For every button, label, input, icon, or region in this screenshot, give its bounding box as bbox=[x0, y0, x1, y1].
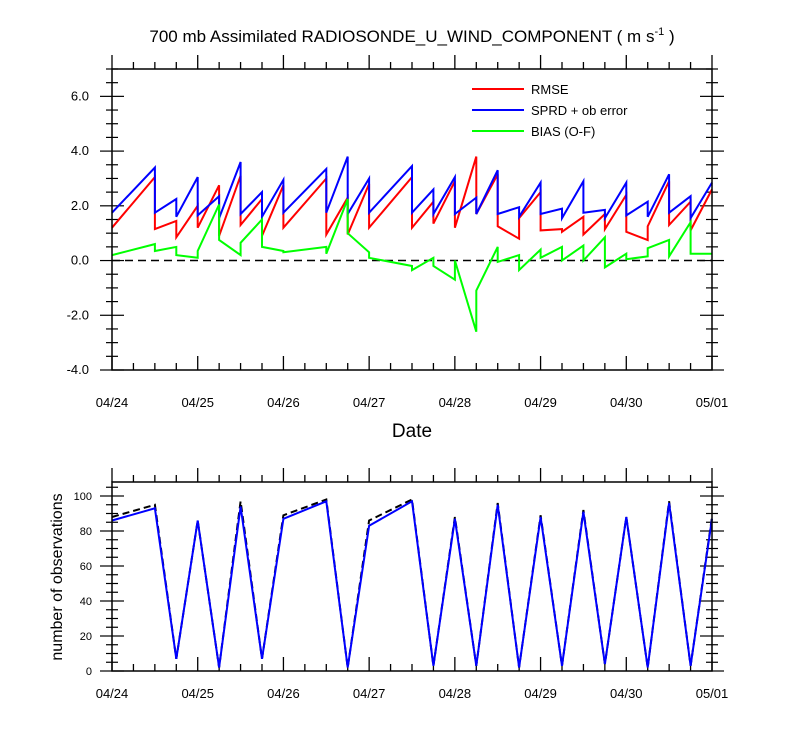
bottom-y-tick-labels: 0 20 40 60 80 100 bbox=[74, 491, 92, 678]
top-y-tick-labels: -4.0 -2.0 0.0 2.0 4.0 6.0 bbox=[67, 88, 89, 377]
legend-rmse-label: RMSE bbox=[531, 82, 569, 97]
series-possible-line bbox=[111, 497, 713, 668]
top-plot-frame bbox=[111, 68, 713, 371]
x-tick-label: 04/29 bbox=[524, 686, 557, 701]
y-tick-label: 40 bbox=[80, 596, 92, 608]
top-axis-ticks bbox=[100, 55, 724, 371]
x-tick-label: 04/27 bbox=[353, 395, 386, 410]
y-tick-label: 2.0 bbox=[71, 198, 89, 213]
x-tick-label: 04/25 bbox=[181, 395, 214, 410]
series-bias-o-f-line bbox=[111, 198, 712, 332]
series-sprd-ob-error-line bbox=[111, 156, 713, 222]
rmse-bias-panel: -4.0-2.00.02.04.06.0 04/24 04/25 04/26 04/2… bbox=[67, 55, 729, 442]
bottom-axis-ticks bbox=[100, 468, 724, 672]
x-tick-label: 05/01 bbox=[696, 686, 729, 701]
legend: RMSE SPRD + ob error BIAS (O-F) bbox=[472, 82, 628, 139]
y-tick-label: 4.0 bbox=[71, 143, 89, 158]
y-tick-label: 80 bbox=[80, 526, 92, 538]
x-tick-label: 04/26 bbox=[267, 686, 300, 701]
x-axis-label: Date bbox=[392, 421, 432, 442]
x-tick-label: 04/25 bbox=[181, 686, 214, 701]
x-tick-label: 04/27 bbox=[353, 686, 386, 701]
top-x-tick-labels: 04/24 04/25 04/26 04/27 04/28 04/29 04/30 05/01 bbox=[96, 395, 729, 410]
bottom-series-lines bbox=[111, 497, 713, 668]
chart-title: 700 mb Assimilated RADIOSONDE_U_WIND_COM… bbox=[149, 26, 674, 46]
series-rmse-line bbox=[111, 156, 713, 242]
x-tick-label: 04/29 bbox=[524, 395, 557, 410]
y-tick-label: 6.0 bbox=[71, 88, 89, 103]
x-tick-label: 04/24 bbox=[96, 395, 129, 410]
y-tick-label: 20 bbox=[80, 631, 92, 643]
series-used-line bbox=[111, 499, 713, 668]
y-axis-label-observations: number of observations bbox=[49, 493, 66, 660]
x-tick-label: 04/30 bbox=[610, 395, 643, 410]
x-tick-label: 04/26 bbox=[267, 395, 300, 410]
y-tick-label: 0.0 bbox=[71, 253, 89, 268]
top-series-lines bbox=[111, 156, 713, 332]
x-tick-label: 04/28 bbox=[439, 686, 472, 701]
x-tick-label: 05/01 bbox=[696, 395, 729, 410]
y-tick-label: 100 bbox=[74, 491, 92, 503]
y-tick-label: -2.0 bbox=[67, 307, 89, 322]
bottom-plot-frame bbox=[111, 481, 713, 672]
y-tick-label: -4.0 bbox=[67, 362, 89, 377]
y-tick-label: 60 bbox=[80, 561, 92, 573]
x-tick-label: 04/28 bbox=[439, 395, 472, 410]
legend-bias-label: BIAS (O-F) bbox=[531, 124, 595, 139]
legend-sprd-label: SPRD + ob error bbox=[531, 103, 628, 118]
x-tick-label: 04/30 bbox=[610, 686, 643, 701]
y-tick-label: 0 bbox=[86, 666, 92, 678]
bottom-x-tick-labels: 04/24 04/25 04/26 04/27 04/28 04/29 04/30 05/01 bbox=[96, 686, 729, 701]
x-tick-label: 04/24 bbox=[96, 686, 129, 701]
